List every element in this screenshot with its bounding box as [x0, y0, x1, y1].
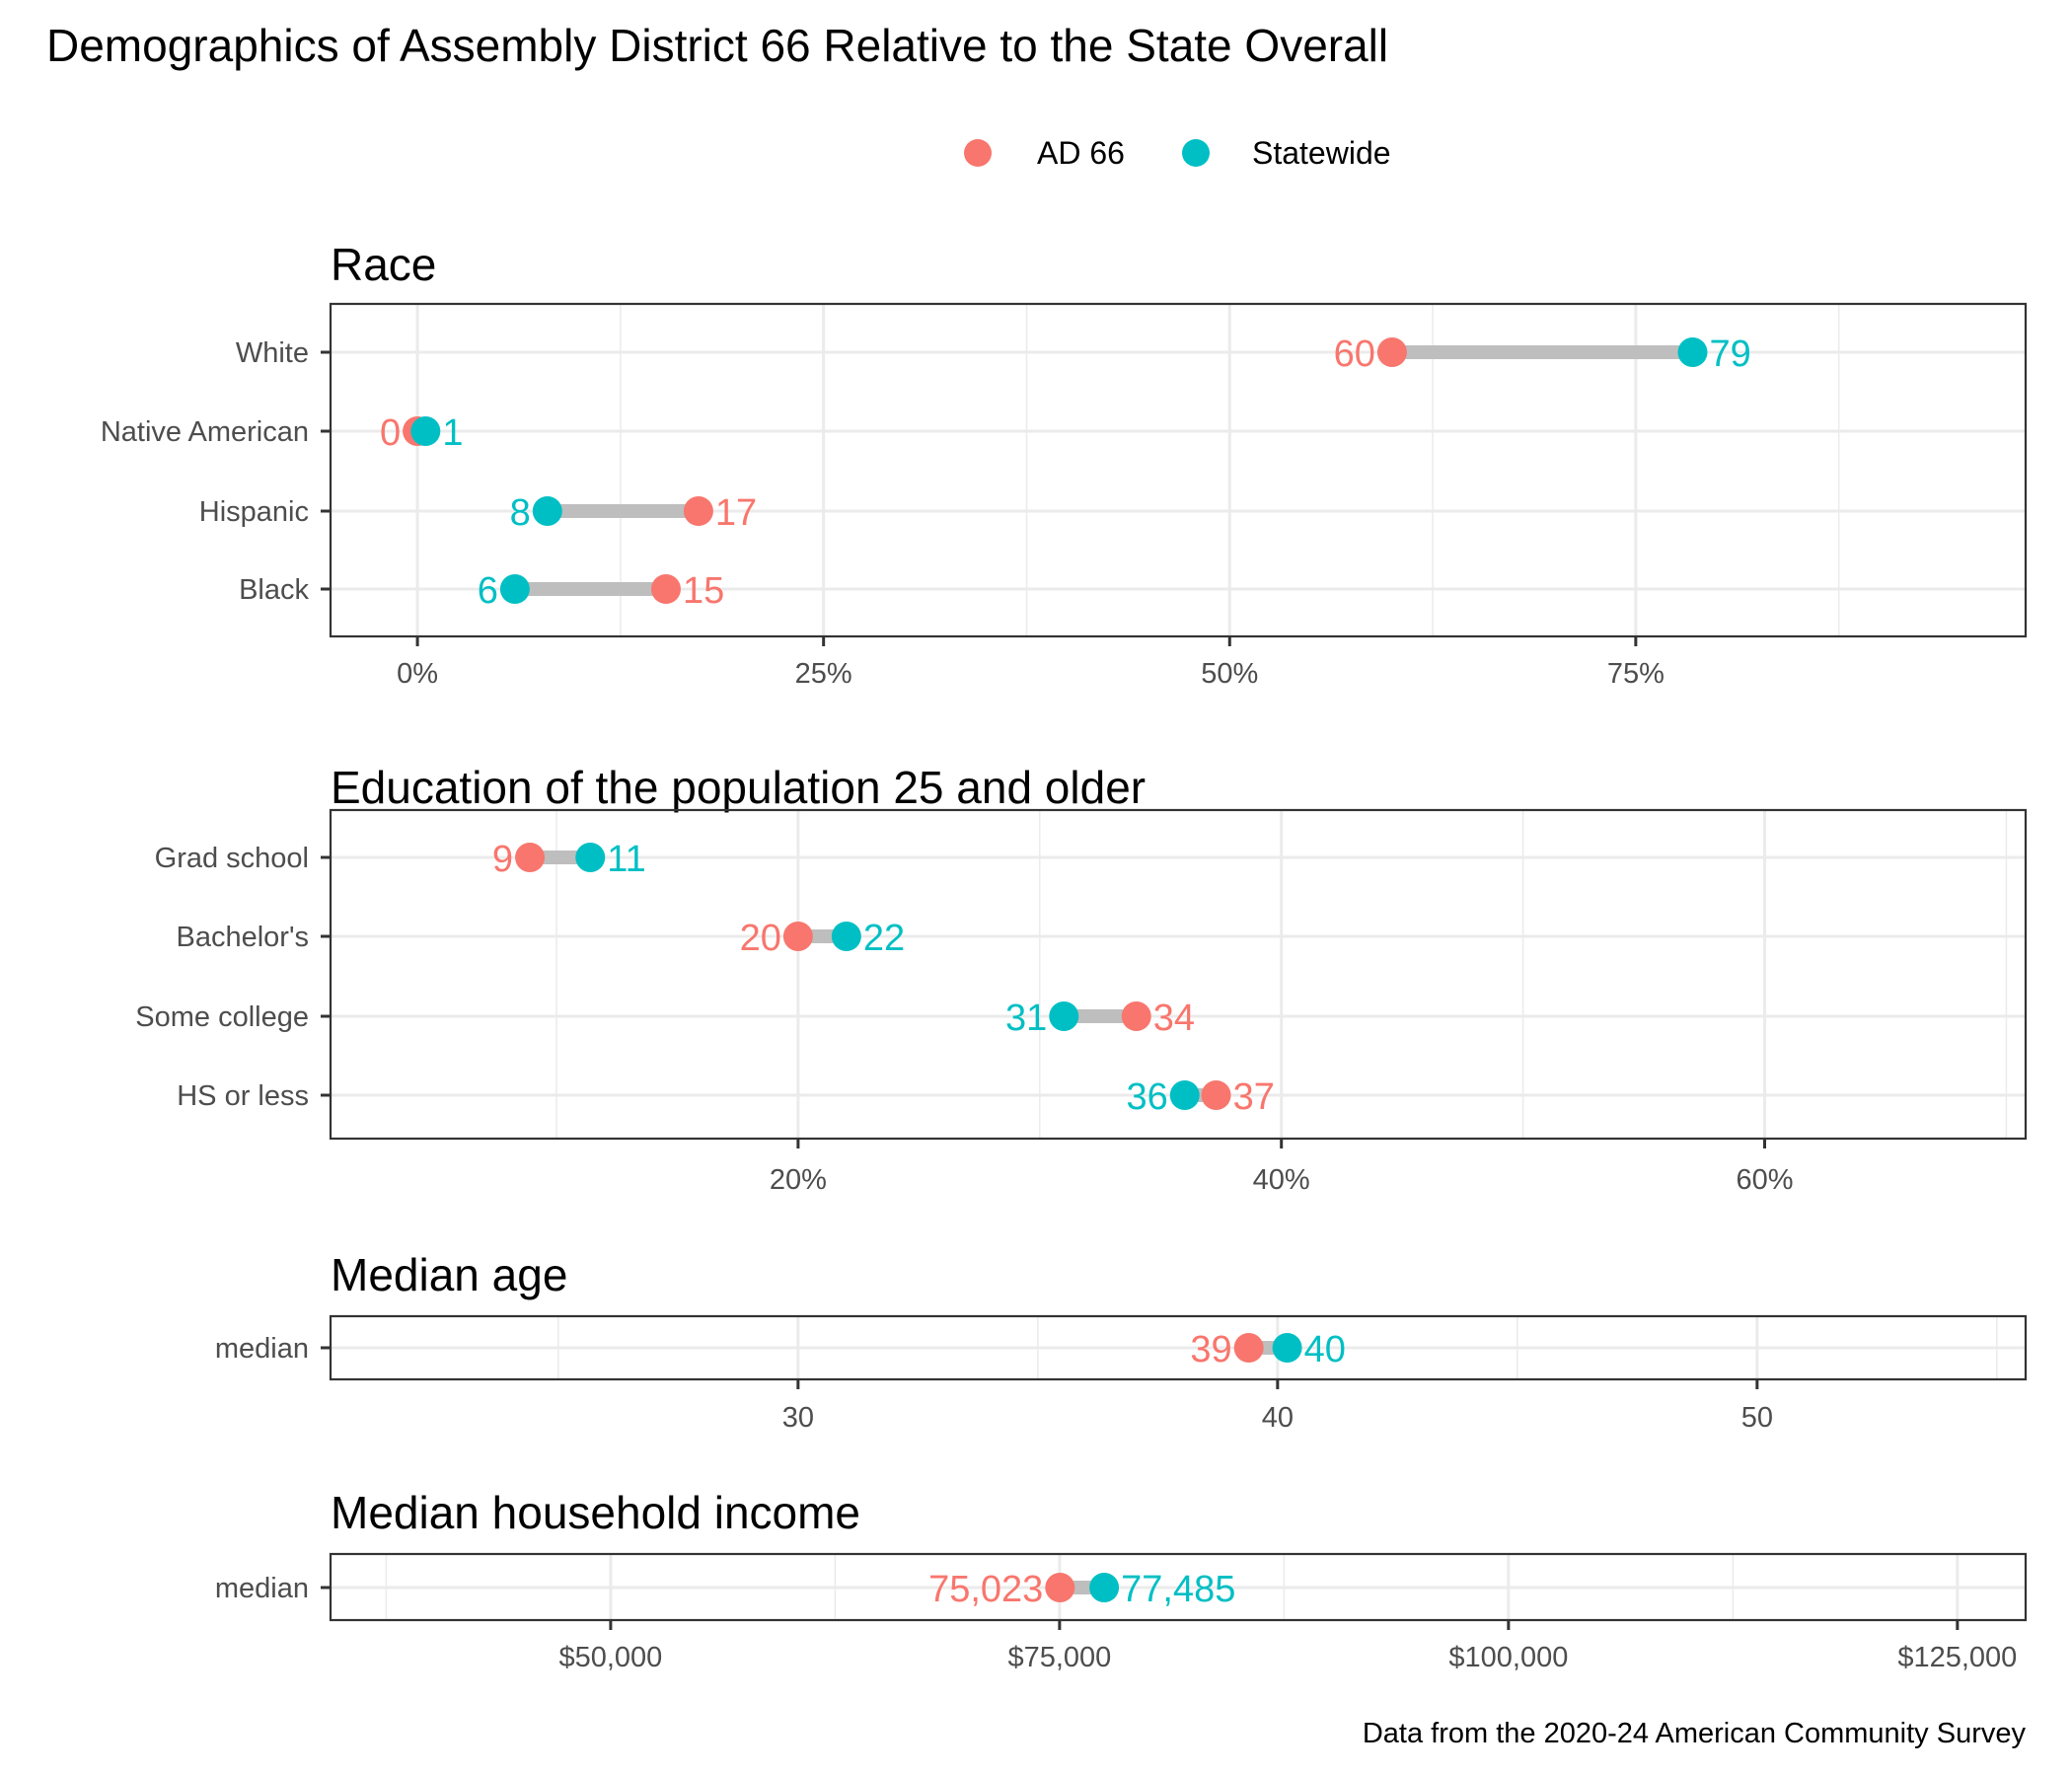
category-label: White	[236, 337, 309, 369]
value-label-ad66: 34	[1153, 998, 1195, 1039]
value-label-statewide: 11	[607, 839, 645, 880]
point-statewide	[1169, 1080, 1200, 1110]
x-tick-label: 40%	[1253, 1164, 1310, 1196]
category-label: Native American	[101, 416, 309, 448]
point-ad66	[683, 496, 713, 526]
value-label-ad66: 60	[1334, 333, 1375, 375]
point-statewide	[1089, 1573, 1120, 1602]
value-label-statewide: 36	[1126, 1076, 1167, 1118]
panel-title: Median household income	[331, 1487, 860, 1538]
x-tick-label: $75,000	[1007, 1642, 1111, 1673]
category-label: median	[215, 1573, 309, 1604]
point-ad66	[1045, 1573, 1075, 1602]
legend-label-statewide: Statewide	[1252, 135, 1391, 171]
panel-frame	[329, 1314, 2028, 1381]
x-tick-label: 60%	[1736, 1164, 1793, 1196]
value-label-statewide: 40	[1304, 1329, 1346, 1370]
legend-swatch-statewide	[1182, 139, 1210, 167]
point-ad66	[1201, 1080, 1231, 1110]
value-label-ad66: 17	[715, 492, 757, 534]
value-label-ad66: 75,023	[928, 1569, 1043, 1610]
value-label-statewide: 8	[510, 492, 531, 534]
point-statewide	[410, 416, 441, 446]
value-label-statewide: 77,485	[1121, 1569, 1235, 1610]
value-label-statewide: 79	[1709, 333, 1750, 375]
value-label-ad66: 37	[1233, 1076, 1275, 1118]
x-tick-label: 30	[782, 1402, 814, 1434]
panels: Race 0% 25% 50% 75% White Native American Hispa…	[101, 239, 2028, 1673]
value-label-statewide: 22	[863, 918, 905, 959]
category-label: HS or less	[177, 1080, 309, 1112]
x-tick-label: $50,000	[558, 1642, 662, 1673]
panel-title: Education of the population 25 and older	[331, 762, 1146, 813]
point-statewide	[532, 496, 562, 526]
point-ad66	[1121, 1001, 1151, 1031]
value-label-ad66: 0	[380, 412, 401, 454]
value-label-statewide: 1	[442, 412, 463, 454]
point-statewide	[499, 574, 530, 604]
category-label: Grad school	[155, 843, 309, 874]
value-label-ad66: 15	[683, 570, 724, 612]
x-tick-label: 75%	[1607, 658, 1665, 690]
panel-title: Race	[331, 239, 436, 290]
value-label-statewide: 31	[1005, 998, 1047, 1039]
value-label-statewide: 6	[478, 570, 498, 612]
legend-label-ad66: AD 66	[1037, 135, 1125, 171]
panel-3: Median age 30 40 50 median 39 40	[215, 1249, 2028, 1434]
point-ad66	[1233, 1333, 1264, 1363]
x-tick-label: 25%	[795, 658, 852, 690]
point-ad66	[1376, 337, 1407, 367]
category-label: Some college	[135, 1001, 309, 1033]
panel-1: Race 0% 25% 50% 75% White Native American Hispa…	[101, 239, 2028, 690]
panel-2: Education of the population 25 and older…	[135, 762, 2028, 1196]
x-tick-label: 20%	[770, 1164, 827, 1196]
point-statewide	[1272, 1333, 1302, 1363]
chart-title: Demographics of Assembly District 66 Rel…	[46, 20, 1388, 71]
point-statewide	[831, 922, 861, 951]
category-label: Black	[239, 574, 309, 606]
panel-4: Median household income $50,000 $75,000 $10…	[215, 1487, 2028, 1673]
point-ad66	[650, 574, 681, 604]
x-tick-label: $100,000	[1448, 1642, 1568, 1673]
x-tick-label: 40	[1262, 1402, 1294, 1434]
value-label-ad66: 20	[740, 918, 781, 959]
x-tick-label: 50	[1741, 1402, 1773, 1434]
panel-title: Median age	[331, 1249, 567, 1300]
chart-caption: Data from the 2020-24 American Community…	[1363, 1718, 2027, 1749]
point-ad66	[515, 843, 546, 872]
point-statewide	[1677, 337, 1708, 367]
x-tick-label: 50%	[1201, 658, 1258, 690]
value-label-ad66: 39	[1190, 1329, 1231, 1370]
panel-frame	[329, 808, 2028, 1141]
category-label: Hispanic	[199, 496, 309, 528]
value-label-ad66: 9	[492, 839, 513, 880]
legend-swatch-ad66	[964, 139, 992, 167]
x-tick-label: $125,000	[1897, 1642, 2017, 1673]
category-label: Bachelor's	[177, 922, 310, 953]
panel-frame	[329, 1552, 2028, 1622]
panel-frame	[329, 302, 2028, 638]
point-statewide	[1049, 1001, 1079, 1031]
point-ad66	[782, 922, 813, 951]
point-statewide	[575, 843, 606, 872]
x-tick-label: 0%	[397, 658, 438, 690]
category-label: median	[215, 1333, 309, 1365]
legend: AD 66 Statewide	[964, 135, 1391, 171]
